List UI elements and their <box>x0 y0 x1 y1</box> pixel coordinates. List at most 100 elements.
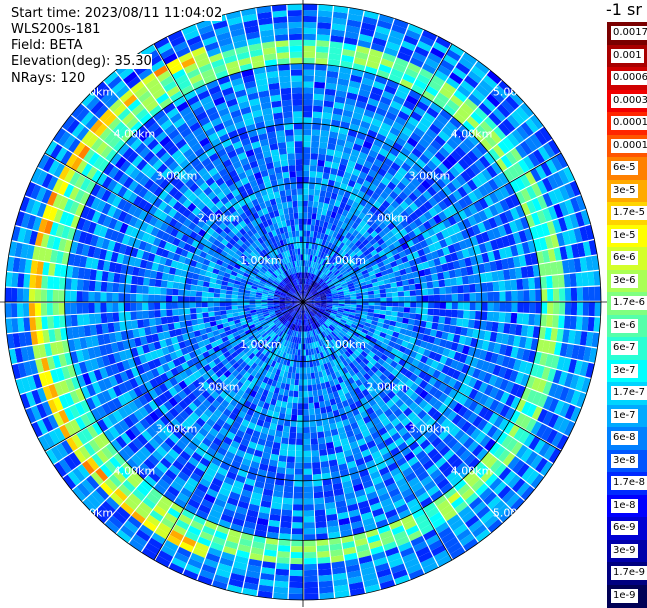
ppi-cell <box>296 433 303 439</box>
ppi-cell <box>308 385 313 391</box>
ppi-cell <box>303 344 305 350</box>
ppi-cell <box>428 309 434 316</box>
ppi-cell <box>456 277 463 285</box>
ppi-cell <box>422 289 429 295</box>
ppi-cell <box>380 293 386 297</box>
ppi-cell <box>303 135 311 141</box>
ppi-cell <box>155 279 162 287</box>
ppi-cell <box>298 409 304 415</box>
ppi-cell <box>232 299 238 302</box>
ppi-cell <box>172 303 178 309</box>
ppi-cell <box>17 288 23 302</box>
ppi-cell <box>308 397 313 403</box>
ppi-cell <box>304 498 314 504</box>
ppi-cell <box>339 300 345 302</box>
ppi-cell <box>380 310 386 315</box>
ppi-cell <box>396 317 403 323</box>
ppi-cell <box>227 314 234 319</box>
ppi-cell <box>274 406 281 413</box>
ppi-cell <box>304 570 317 576</box>
ppi-cell <box>362 292 368 296</box>
ppi-cell <box>312 118 321 125</box>
ppi-cell <box>392 307 398 312</box>
ppi-cell <box>238 305 244 309</box>
ppi-cell <box>275 430 282 437</box>
ppi-cell <box>277 467 286 474</box>
ppi-cell <box>303 362 306 368</box>
ppi-cell <box>304 475 313 481</box>
ppi-cell <box>53 316 60 328</box>
ppi-cell <box>291 415 297 421</box>
ppi-cell <box>304 582 318 588</box>
ppi-cell <box>314 195 320 202</box>
ppi-cell <box>112 303 118 312</box>
ppi-cell <box>173 316 180 323</box>
ppi-cell <box>232 309 238 313</box>
ppi-cell <box>296 367 300 373</box>
ppi-cell <box>288 396 293 403</box>
ppi-cell <box>161 280 168 288</box>
ppi-cell <box>59 303 65 315</box>
ppi-cell <box>313 201 318 208</box>
ppi-cell <box>292 534 304 540</box>
ppi-cell <box>293 499 303 505</box>
ppi-cell <box>166 303 172 310</box>
ppi-cell <box>380 289 386 294</box>
ppi-cell <box>386 293 392 298</box>
ppi-cell <box>192 273 199 280</box>
ppi-cell <box>290 576 304 582</box>
ppi-cell <box>535 302 541 314</box>
ppi-cell <box>493 281 500 291</box>
ppi-cell <box>285 414 291 421</box>
ppi-cell <box>309 237 313 243</box>
ppi-cell <box>303 350 306 356</box>
ppi-cell <box>316 172 323 179</box>
ppi-cell <box>284 390 289 397</box>
ppi-cell <box>35 303 41 316</box>
ppi-cell <box>469 284 476 293</box>
ppi-cell <box>398 297 404 302</box>
ppi-cell <box>487 312 494 321</box>
ppi-cell <box>244 296 250 299</box>
ppi-cell <box>131 320 138 329</box>
ppi-cell <box>94 292 100 302</box>
ppi-cell <box>296 451 304 457</box>
ppi-cell <box>190 285 197 291</box>
ppi-cell <box>541 289 547 301</box>
ppi-cell <box>314 82 325 89</box>
ppi-cell <box>47 316 54 329</box>
ppi-cell <box>208 312 215 317</box>
ppi-cell <box>396 281 403 287</box>
ppi-cell <box>431 323 438 330</box>
ppi-cell <box>303 147 311 153</box>
ppi-cell <box>312 456 320 463</box>
ppi-cell <box>315 372 320 379</box>
ppi-cell <box>154 295 160 302</box>
ppi-cell <box>311 153 319 160</box>
ppi-cell <box>220 294 226 298</box>
ppi-cell <box>315 504 325 511</box>
ppi-cell <box>29 317 36 331</box>
ppi-cell <box>306 237 310 243</box>
ppi-cell <box>391 311 397 316</box>
ppi-cell <box>308 201 313 207</box>
ppi-cell <box>148 310 155 318</box>
ppi-cell <box>310 171 317 177</box>
ppi-cell <box>444 279 451 287</box>
ppi-cell <box>89 314 96 325</box>
ppi-cell <box>220 289 226 294</box>
ppi-cell <box>130 294 136 302</box>
ppi-cell <box>559 302 565 315</box>
ppi-cell <box>274 581 288 588</box>
ppi-cell <box>317 551 330 558</box>
ppi-cell <box>303 207 308 213</box>
ppi-cell <box>136 311 143 319</box>
ppi-cell <box>102 271 109 281</box>
ppi-cell <box>196 291 202 297</box>
ppi-cell <box>289 385 294 391</box>
ppi-cell <box>214 288 220 293</box>
ppi-cell <box>323 173 330 180</box>
ppi-cell <box>161 317 168 325</box>
ppi-cell <box>307 367 311 373</box>
ppi-cell <box>308 195 314 201</box>
